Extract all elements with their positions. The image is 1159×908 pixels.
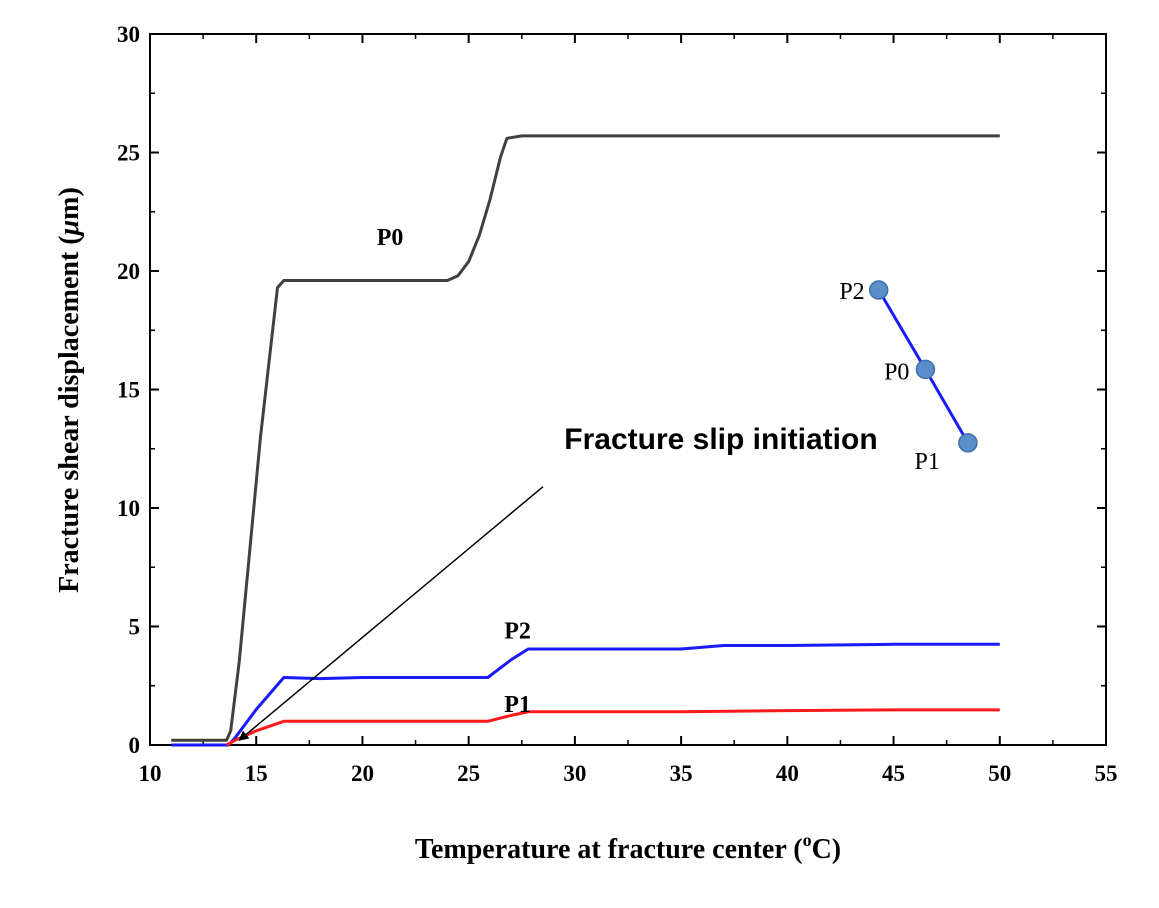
axis-ticks [149,33,1107,746]
y-axis-title: Fracture shear displacement (μm) [54,187,85,593]
y-tick-label: 20 [117,259,140,284]
x-tick-label: 50 [988,761,1011,786]
inset-label-p2: P2 [839,279,864,305]
y-tick-label: 5 [129,615,141,640]
inset-point-p0 [915,359,936,380]
y-tick-label: 15 [117,378,140,403]
x-tick-label: 40 [776,761,799,786]
series-line-p0 [171,134,1000,742]
series-line-p2 [171,642,1000,747]
series-label-p0: P0 [377,225,404,251]
x-axis-title: Temperature at fracture center (oC) [415,830,841,865]
tick-labels: 10 15 20 25 30 35 40 45 50 55 0 5 10 15 20 25 30 [117,22,1118,786]
y-tick-label: 30 [117,22,140,47]
y-tick-label: 25 [117,141,140,166]
x-tick-label: 35 [670,761,693,786]
y-tick-label: 10 [117,496,140,521]
annotation-text: Fracture slip initiation [564,423,877,456]
plot-frame [149,33,1107,746]
series-label-p2: P2 [504,618,531,644]
annotation-arrow [238,486,544,741]
x-tick-label: 30 [563,761,586,786]
series-label-p1: P1 [504,692,531,718]
x-tick-label: 10 [139,761,162,786]
slip-annotation: Fracture slip initiation [238,423,878,741]
x-tick-label: 15 [245,761,268,786]
series-lines [171,134,1000,747]
x-tick-label: 25 [457,761,480,786]
x-tick-label: 20 [351,761,374,786]
series-line-p1 [225,708,1000,747]
y-tick-label: 0 [129,733,141,758]
x-tick-label: 55 [1095,761,1118,786]
inset-label-p1: P1 [915,449,940,475]
inset-profile: P2 P0 P1 [839,279,978,475]
inset-label-p0: P0 [884,359,909,385]
series-labels: P0 P2 P1 [377,225,531,718]
inset-point-p1 [958,433,978,453]
x-tick-label: 45 [882,761,905,786]
inset-point-p2 [868,280,889,300]
